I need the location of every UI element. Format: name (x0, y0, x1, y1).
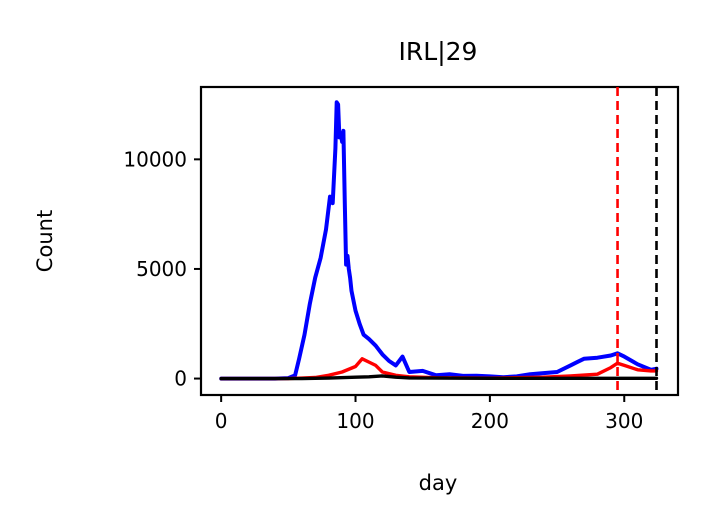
series-line-3 (219, 374, 659, 381)
reference-lines (616, 87, 658, 395)
y-tick-label: 5000 (136, 257, 187, 281)
y-tick-label: 10000 (123, 147, 187, 171)
chart-title: IRL|29 (399, 37, 478, 66)
x-tick-label: 0 (215, 409, 228, 433)
x-tick-label: 100 (336, 409, 374, 433)
x-tick-label: 200 (471, 409, 509, 433)
x-axis-label: day (419, 471, 458, 495)
y-axis-ticks: 0 5000 10000 (123, 147, 201, 391)
plot-area-frame (199, 85, 680, 397)
x-axis-ticks: 0 100 200 300 (215, 395, 643, 433)
series-line-1 (219, 100, 659, 381)
x-tick-label: 300 (605, 409, 643, 433)
y-axis-label: Count (33, 210, 57, 272)
series-lines (219, 100, 659, 381)
y-tick-label: 0 (174, 367, 187, 391)
